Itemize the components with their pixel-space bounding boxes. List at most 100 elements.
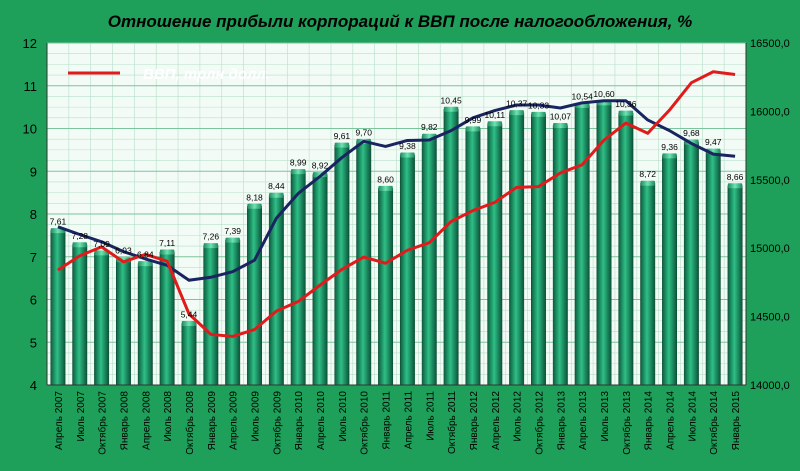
x-tick-label: Октябрь 2010 [359,391,371,455]
x-tick-label: Январь 2009 [207,391,218,451]
bar [50,230,66,386]
bar-cap [334,142,350,148]
data-label: 8,60 [377,174,394,184]
x-tick-label: Апрель 2008 [141,391,152,450]
data-label: 10,37 [506,99,528,109]
axes: 4 5 6 7 8 9 10 11 12 14000,0 14500,0 15000,0 15500,0… [23,36,790,455]
x-tick-label: Апрель 2011 [403,391,414,450]
bar [487,123,503,386]
bar [727,185,743,386]
bar [378,188,394,386]
bar [137,263,153,386]
bar [443,109,459,386]
data-label: 9,61 [334,131,351,141]
x-tick-label: Январь 2013 [556,391,567,451]
bar-cap [443,106,459,112]
x-tick-label: Январь 2012 [469,391,480,451]
data-label: 9,99 [465,115,482,125]
x-tick-label: Июль 2008 [163,391,174,442]
bar-cap [203,243,219,249]
y-tick-label-right: 15000,0 [750,243,790,255]
bar [552,125,568,386]
bar-cap [159,249,175,255]
data-label: 7,28 [71,231,88,241]
x-tick-label: Июль 2012 [513,391,524,442]
x-tick-label: Июль 2009 [251,391,262,442]
data-label: 7,39 [224,226,241,236]
data-label: 10,36 [615,99,637,109]
bar [72,244,88,386]
x-tick-label: Октябрь 2014 [708,391,720,455]
bar [94,252,110,386]
data-label: 6,84 [137,250,154,260]
x-tick-label: Октябрь 2008 [184,391,196,455]
data-label: 10,33 [528,100,550,110]
data-label: 7,26 [203,232,220,242]
bar-cap [138,261,153,267]
x-tick-label: Апрель 2007 [54,391,65,450]
bar [705,150,721,386]
data-label: 10,60 [593,89,615,99]
x-tick-label: Апрель 2009 [229,391,240,450]
data-label: 9,38 [399,141,416,151]
data-label: 8,18 [246,192,263,202]
y-tick-label-left: 11 [24,79,38,94]
bar-cap [509,110,524,116]
x-tick-label: Июль 2013 [600,391,611,442]
bar-cap [181,320,197,326]
bar [509,112,525,386]
data-label: 8,92 [312,161,329,171]
data-label: 10,54 [572,91,594,101]
y-tick-label-left: 7 [30,250,37,265]
x-tick-label: Октябрь 2007 [97,391,109,455]
bar [640,182,656,386]
x-tick-label: Октябрь 2009 [271,391,283,455]
bar [421,135,437,386]
data-label: 10,11 [484,110,505,120]
data-label: 8,44 [268,181,285,191]
data-label: 7,11 [159,238,175,248]
y-tick-label-left: 12 [23,36,37,51]
y-tick-label-left: 5 [30,335,37,350]
data-label: 8,66 [727,172,744,182]
data-label: 8,72 [639,169,656,179]
data-label: 9,47 [705,137,722,147]
y-tick-label-left: 9 [30,164,37,179]
lines [57,70,736,338]
bar [531,114,546,386]
bar-cap [727,183,743,189]
bar [115,259,131,386]
y-tick-label-left: 8 [30,207,37,222]
y-tick-label-right: 15500,0 [750,175,790,187]
bar-cap [225,237,240,243]
bar [574,105,590,386]
legend-label-gdp: ВВП, трлн долл. [143,66,270,83]
x-tick-label: Январь 2010 [294,391,305,451]
bar-cap [618,110,634,116]
x-tick-label: Апрель 2013 [578,391,589,450]
bar-cap [553,123,568,129]
data-label: 8,99 [290,158,307,168]
y-tick-label-right: 16500,0 [750,38,790,50]
data-label: 9,70 [355,127,372,137]
gdp-line [57,70,736,338]
y-tick-label-left: 4 [30,378,37,393]
data-label: 7,61 [50,217,67,227]
x-tick-label: Октябрь 2011 [446,391,458,454]
data-label: 10,07 [550,112,572,122]
x-tick-label: Апрель 2014 [666,391,677,450]
bar [662,155,678,386]
bar-cap [531,111,546,117]
bar-cap [290,169,306,175]
bar [683,141,699,386]
x-tick-label: Июль 2007 [76,391,87,442]
bar-cap [487,121,503,127]
x-tick-label: Январь 2014 [644,391,655,451]
x-tick-label: Июль 2010 [338,391,349,442]
x-tick-label: Апрель 2010 [316,391,327,450]
data-label: 9,82 [421,122,438,132]
bar-cap [400,152,415,158]
y-tick-label-left: 10 [23,122,37,137]
bars [50,100,743,386]
